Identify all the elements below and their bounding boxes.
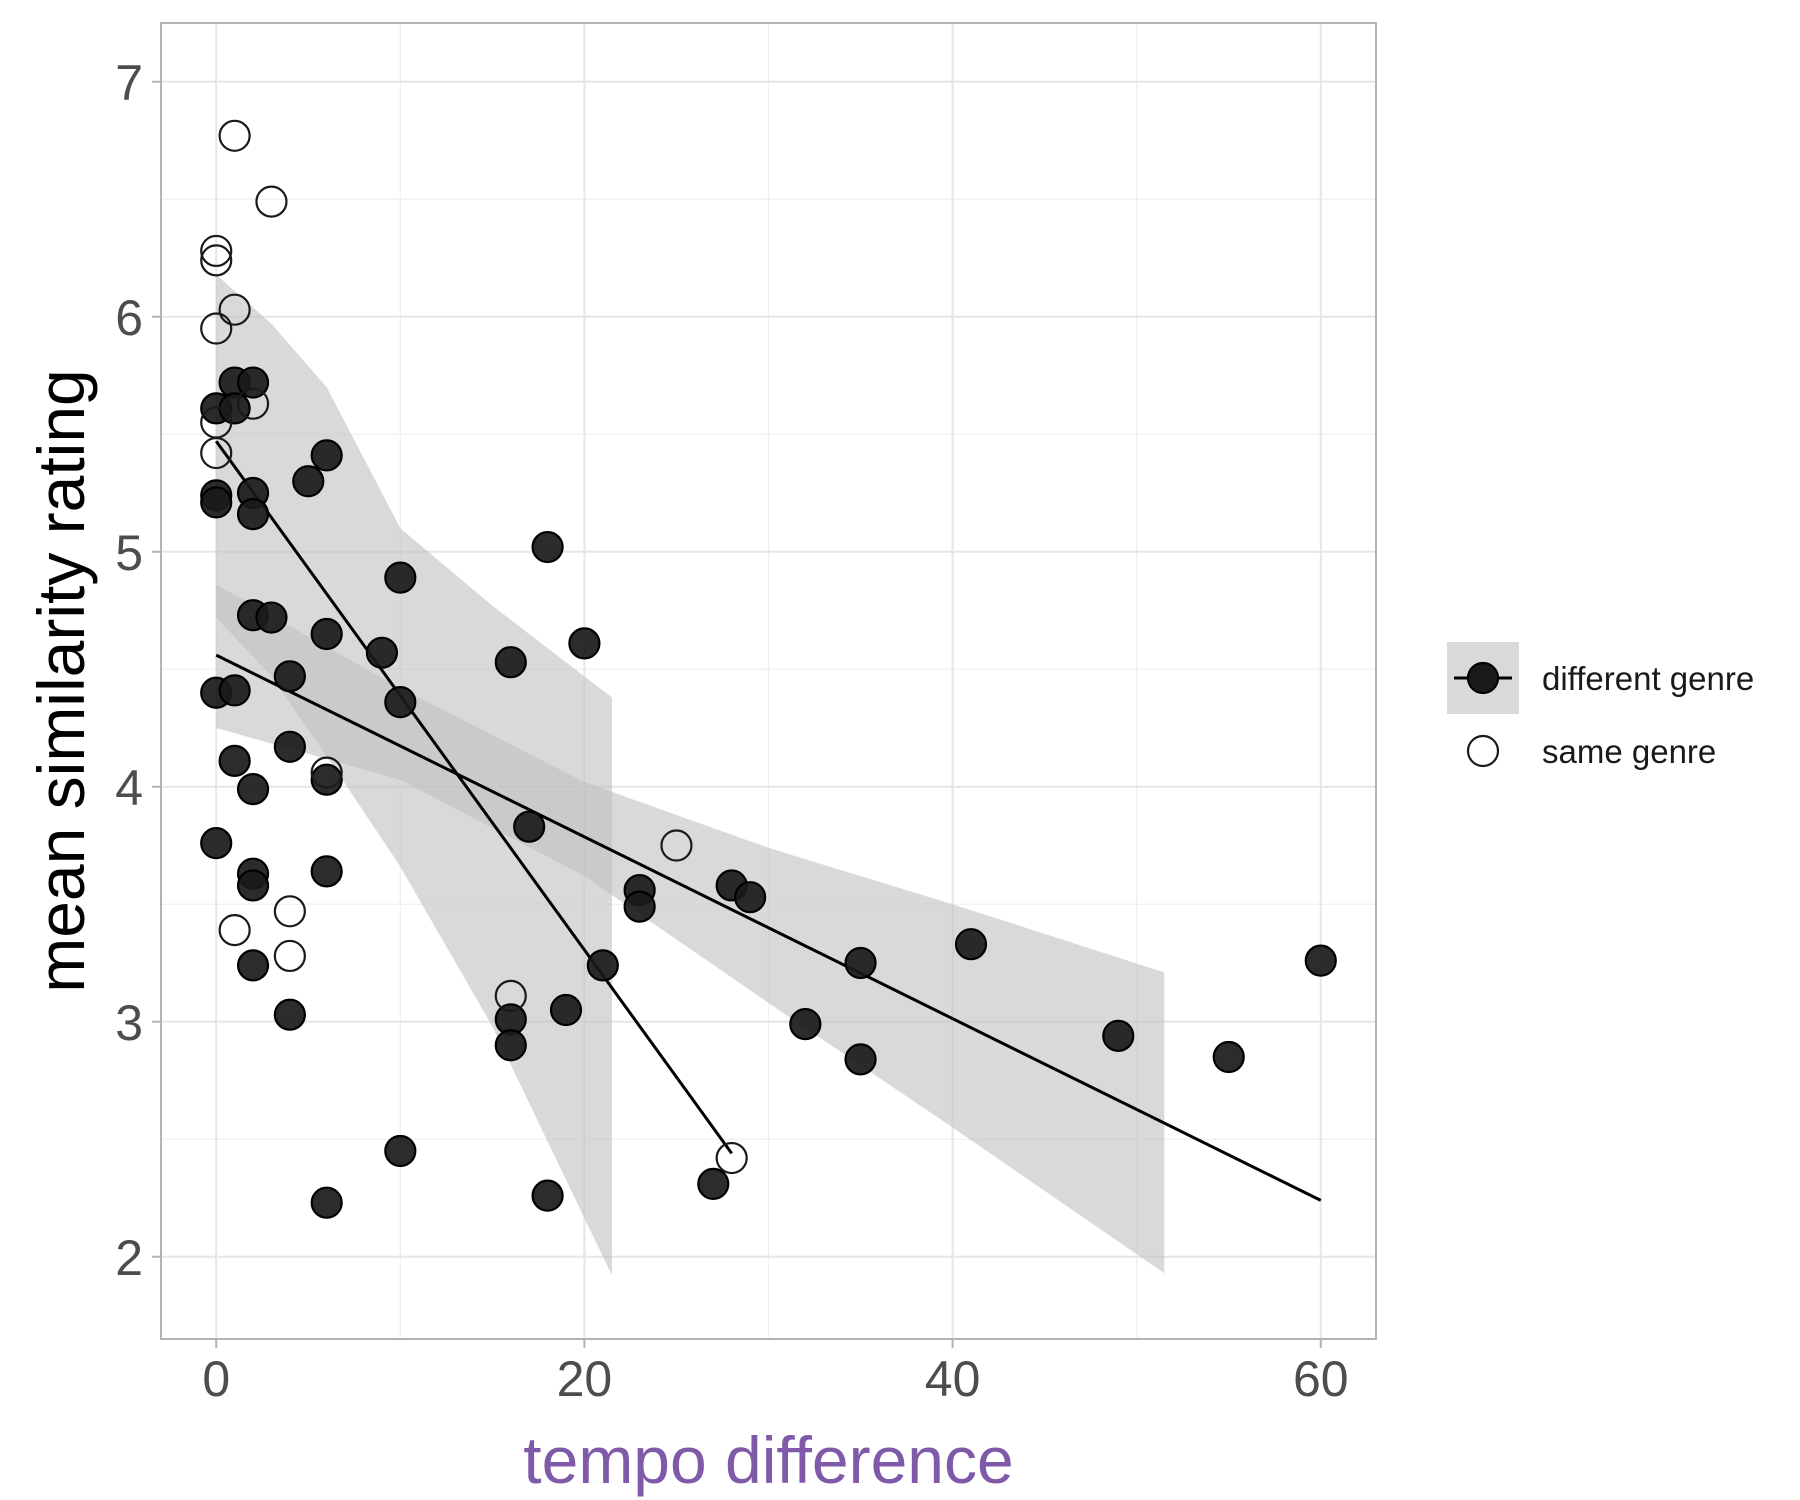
data-point-different-genre — [531, 530, 564, 564]
regression-line-1 — [215, 440, 733, 1155]
data-point-same-genre — [218, 119, 251, 152]
data-point-same-genre — [310, 756, 343, 789]
data-point-different-genre — [568, 627, 601, 660]
data-point-same-genre — [494, 979, 527, 1013]
data-point-same-genre — [218, 913, 251, 947]
data-point-different-genre — [255, 601, 288, 634]
data-point-different-genre — [954, 928, 988, 961]
data-point-different-genre — [844, 946, 877, 980]
y-tick-label: 7 — [115, 55, 143, 111]
data-point-different-genre — [1212, 1040, 1245, 1074]
data-point-different-genre — [789, 1007, 822, 1041]
data-point-different-genre — [1102, 1019, 1135, 1052]
axis-ticks: 0 20 40 60 2 3 4 5 6 7 — [115, 55, 1348, 1407]
data-point-different-genre — [310, 439, 343, 472]
y-axis-title: mean similarity rating — [24, 369, 98, 993]
data-point-different-genre — [513, 810, 546, 843]
data-point-different-genre — [236, 949, 270, 982]
data-point-different-genre — [384, 561, 417, 594]
data-point-different-genre — [1304, 944, 1337, 977]
legend-label-same-genre: same genre — [1542, 733, 1716, 770]
data-point-different-genre — [844, 1043, 877, 1076]
data-point-same-genre — [715, 1141, 748, 1175]
regression-line-0 — [215, 653, 1322, 1202]
data-point-different-genre — [623, 890, 656, 923]
data-point-different-genre — [384, 1134, 417, 1168]
data-point-different-genre — [384, 686, 417, 719]
x-tick-label: 0 — [202, 1351, 230, 1407]
legend-label-different-genre: different genre — [1542, 660, 1754, 697]
data-point-different-genre — [310, 617, 343, 651]
data-point-different-genre — [365, 636, 399, 669]
data-point-different-genre — [494, 646, 527, 679]
data-point-different-genre — [218, 674, 251, 707]
y-tick-label: 4 — [115, 760, 143, 816]
data-point-same-genre — [236, 387, 270, 420]
data-point-same-genre — [660, 829, 693, 862]
data-point-different-genre — [218, 744, 251, 778]
data-point-same-genre — [200, 312, 233, 345]
data-point-different-genre — [697, 1167, 730, 1201]
data-point-different-genre — [310, 855, 343, 888]
data-point-different-genre — [733, 881, 767, 914]
fit-lines — [215, 440, 1322, 1202]
y-tick-label: 3 — [115, 995, 143, 1051]
data-point-different-genre — [494, 1029, 527, 1062]
data-point-different-genre — [292, 465, 325, 498]
data-points — [200, 119, 1337, 1219]
legend-key-filled-point — [1466, 661, 1500, 695]
data-point-same-genre — [200, 244, 233, 277]
data-point-different-genre — [200, 486, 233, 519]
data-point-same-genre — [200, 436, 233, 470]
legend-key-open-point — [1466, 734, 1500, 768]
data-point-different-genre — [531, 1179, 564, 1212]
legend: different genre same genre — [1447, 642, 1754, 770]
data-point-different-genre — [310, 1186, 343, 1219]
y-tick-label: 2 — [115, 1230, 143, 1286]
x-tick-label: 20 — [557, 1351, 613, 1407]
data-point-different-genre — [218, 392, 251, 425]
y-tick-label: 6 — [115, 290, 143, 346]
panel-border — [160, 22, 1377, 1340]
data-point-different-genre — [586, 949, 619, 982]
data-point-same-genre — [200, 234, 233, 268]
x-tick-label: 40 — [925, 1351, 981, 1407]
data-point-same-genre — [255, 185, 288, 218]
data-point-different-genre — [236, 869, 270, 902]
data-point-different-genre — [200, 827, 233, 860]
data-point-different-genre — [273, 730, 306, 763]
data-point-different-genre — [273, 660, 306, 693]
data-point-different-genre — [236, 772, 270, 806]
x-axis-title: tempo difference — [523, 1423, 1013, 1497]
x-tick-label: 60 — [1293, 1351, 1349, 1407]
data-point-different-genre — [310, 763, 343, 796]
data-point-same-genre — [273, 895, 306, 928]
data-point-different-genre — [549, 993, 583, 1027]
data-point-different-genre — [236, 498, 270, 531]
y-tick-label: 5 — [115, 525, 143, 581]
data-point-different-genre — [273, 998, 306, 1031]
data-point-same-genre — [273, 939, 306, 973]
data-point-same-genre — [218, 293, 251, 326]
